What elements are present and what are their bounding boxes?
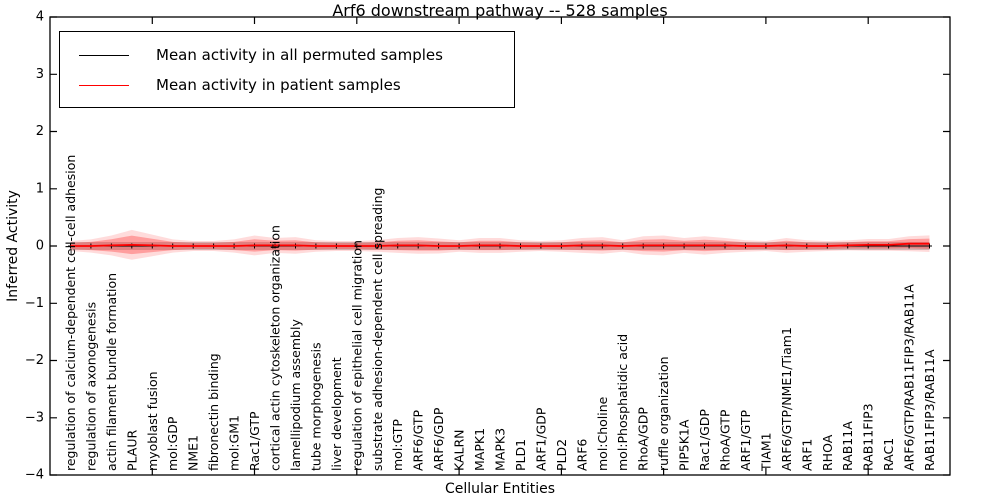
- legend-label-patient: Mean activity in patient samples: [156, 76, 401, 94]
- x-tick-label: mol:GTP: [390, 419, 405, 471]
- x-tick-label: ARF6/GTP/RAB11FIP3/RAB11A: [902, 284, 917, 471]
- x-tick-label: Rac1/GDP: [697, 409, 712, 471]
- x-tick-label: ARF1/GTP: [738, 410, 753, 471]
- x-tick-label: RHOA: [820, 434, 835, 471]
- x-tick-label: RAB11FIP3/RAB11A: [922, 349, 937, 471]
- x-tick-label: ruffle organization: [656, 356, 671, 471]
- black-line-sample-icon: [79, 54, 129, 56]
- x-tick-label: myoblast fusion: [145, 371, 160, 471]
- x-tick-label: actin filament bundle formation: [104, 273, 119, 471]
- x-tick-label: PLAUR: [124, 430, 139, 471]
- x-tick-label: substrate adhesion-dependent cell spread…: [370, 188, 385, 471]
- x-tick-label: PIP5K1A: [677, 419, 692, 471]
- y-tick-label: 4: [36, 10, 44, 25]
- y-axis-label: Inferred Activity: [5, 190, 21, 302]
- x-tick-label: regulation of axonogenesis: [83, 302, 98, 471]
- legend-entry-patient: Mean activity in patient samples: [60, 70, 514, 100]
- x-tick-label: TIAM1: [758, 432, 773, 472]
- y-tick-label: 2: [36, 124, 44, 139]
- legend-entry-permuted: Mean activity in all permuted samples: [60, 40, 514, 70]
- y-tick-label: −3: [25, 410, 44, 425]
- y-tick-label: −4: [25, 468, 44, 483]
- x-tick-label: ARF1: [799, 439, 814, 471]
- x-tick-label: MAPK1: [472, 428, 487, 471]
- y-tick-label: 1: [36, 181, 44, 196]
- x-tick-label: PLD2: [554, 439, 569, 471]
- y-tick-label: 3: [36, 67, 44, 82]
- x-tick-label: MAPK3: [493, 428, 508, 471]
- x-tick-label: RAB11A: [840, 421, 855, 471]
- y-tick-label: −2: [25, 353, 44, 368]
- legend-box: Mean activity in all permuted samples Me…: [59, 31, 515, 108]
- x-tick-label: tube morphogenesis: [308, 342, 323, 471]
- x-tick-label: PLD1: [513, 439, 528, 471]
- x-tick-label: NME1: [186, 435, 201, 471]
- x-tick-label: mol:GM1: [227, 415, 242, 471]
- x-tick-label: regulation of calcium-dependent cell-cel…: [63, 155, 78, 471]
- chart-title: Arf6 downstream pathway -- 528 samples: [332, 1, 668, 20]
- x-tick-label: liver development: [329, 357, 344, 471]
- x-tick-label: RAC1: [881, 438, 896, 471]
- x-tick-label: ARF6: [574, 439, 589, 471]
- patient-mean-line: [70, 242, 930, 247]
- x-tick-label: RhoA/GTP: [718, 409, 733, 471]
- x-tick-label: lamellipodium assembly: [288, 319, 303, 471]
- x-tick-label: ARF6/GDP: [431, 407, 446, 471]
- x-tick-label: KALRN: [452, 429, 467, 471]
- x-tick-label: mol:Phosphatidic acid: [615, 334, 630, 471]
- x-tick-label: ARF6/GTP/NME1/Tiam1: [779, 327, 794, 471]
- legend-label-permuted: Mean activity in all permuted samples: [156, 46, 443, 64]
- x-tick-label: mol:Choline: [595, 396, 610, 471]
- x-tick-label: Rac1/GTP: [247, 411, 262, 471]
- y-tick-label: −1: [25, 296, 44, 311]
- x-tick-label: RhoA/GDP: [636, 407, 651, 471]
- x-tick-label: mol:GDP: [165, 416, 180, 471]
- red-line-sample-icon: [79, 84, 129, 86]
- x-tick-label: ARF1/GDP: [533, 407, 548, 471]
- x-tick-label: cortical actin cytoskeleton organization: [268, 225, 283, 471]
- x-tick-label: fibronectin binding: [206, 353, 221, 471]
- x-tick-label: ARF6/GTP: [411, 410, 426, 471]
- x-axis-label: Cellular Entities: [444, 481, 556, 497]
- y-tick-label: 0: [36, 239, 44, 254]
- x-tick-label: RAB11FIP3: [861, 403, 876, 471]
- x-tick-label: regulation of epithelial cell migration: [349, 240, 364, 471]
